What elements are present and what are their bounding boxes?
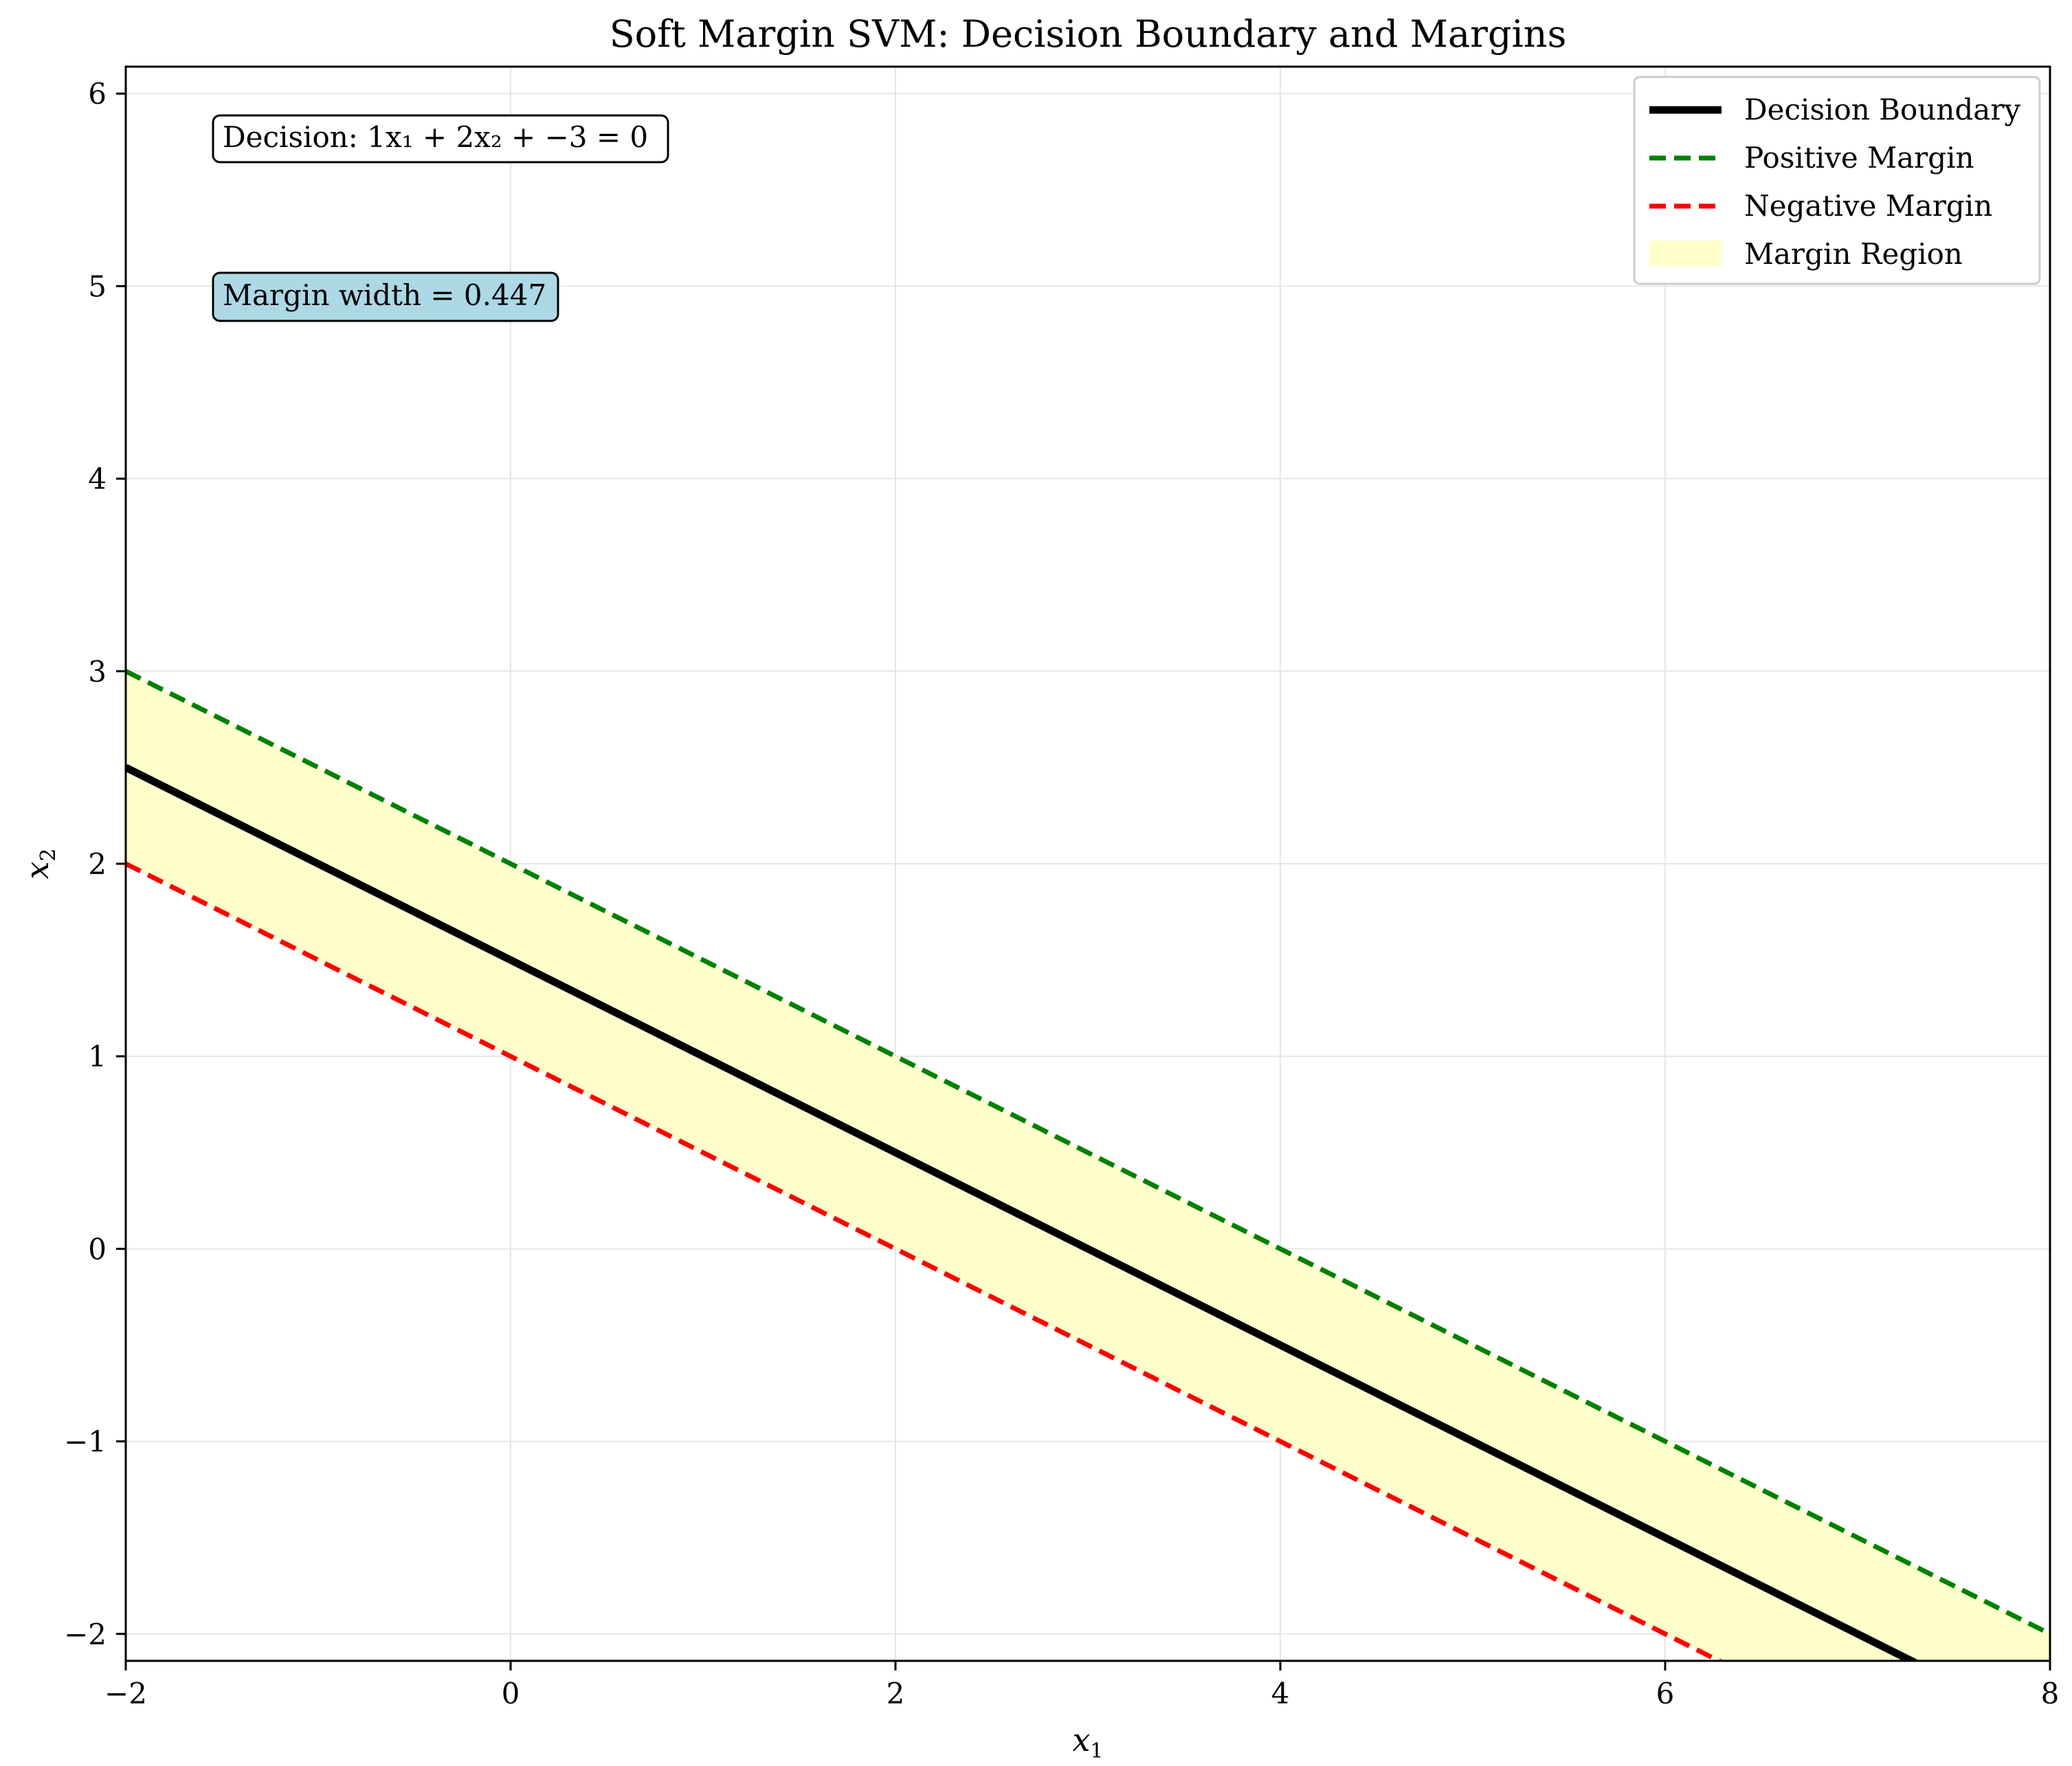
chart-title: Soft Margin SVM: Decision Boundary and M…	[610, 12, 1567, 56]
margin-width-annotation-text: Margin width = 0.447	[223, 278, 546, 312]
legend-label-negative-margin: Negative Margin	[1744, 189, 1992, 223]
negative-margin-line	[126, 861, 1725, 1661]
legend-label-decision-boundary: Decision Boundary	[1744, 93, 2020, 126]
y-tick-label: 4	[88, 462, 107, 496]
decision-annotation-box	[212, 114, 669, 164]
margin-width-annotation-box	[212, 271, 559, 322]
decision-boundary-line	[126, 763, 1920, 1661]
margin-region-fill	[126, 671, 2050, 1661]
x-tick-label: 6	[1656, 1677, 1675, 1710]
legend-swatch-margin-region	[1649, 241, 1722, 267]
legend-label-margin-region: Margin Region	[1744, 237, 1963, 271]
margin-width-annotation: Margin width = 0.447	[212, 271, 559, 322]
decision-annotation: Decision: 1x₁ + 2x₂ + −3 = 0	[212, 114, 669, 164]
grid	[125, 67, 2051, 1661]
y-tick-label: 5	[88, 269, 107, 303]
legend: Decision Boundary Positive Margin Negati…	[1633, 76, 2041, 285]
x-axis-label: x1	[1072, 1721, 1103, 1763]
y-axis-label: x2	[19, 848, 60, 879]
positive-margin-line	[126, 669, 2050, 1636]
x-tick-label: 8	[2041, 1677, 2060, 1710]
legend-label-positive-margin: Positive Margin	[1744, 141, 1974, 175]
y-tick-label: 0	[88, 1232, 107, 1266]
y-tick-label: −1	[64, 1425, 107, 1459]
y-tick-label: 6	[88, 77, 107, 111]
x-tick-label: 4	[1271, 1677, 1290, 1710]
y-tick-label: 1	[88, 1040, 107, 1073]
legend-frame	[1633, 76, 2041, 285]
x-tick-label: 0	[502, 1677, 520, 1710]
x-tick-label: 2	[887, 1677, 905, 1710]
y-tick-label: −2	[64, 1618, 107, 1651]
axis-ticks: −2 0 2 4 6 8 −2 −1 0 1 2 3 4 5 6	[64, 77, 2059, 1710]
y-tick-label: 2	[88, 847, 107, 881]
y-tick-label: 3	[88, 655, 107, 689]
x-tick-label: −2	[104, 1677, 147, 1710]
decision-annotation-text: Decision: 1x₁ + 2x₂ + −3 = 0	[223, 120, 648, 154]
